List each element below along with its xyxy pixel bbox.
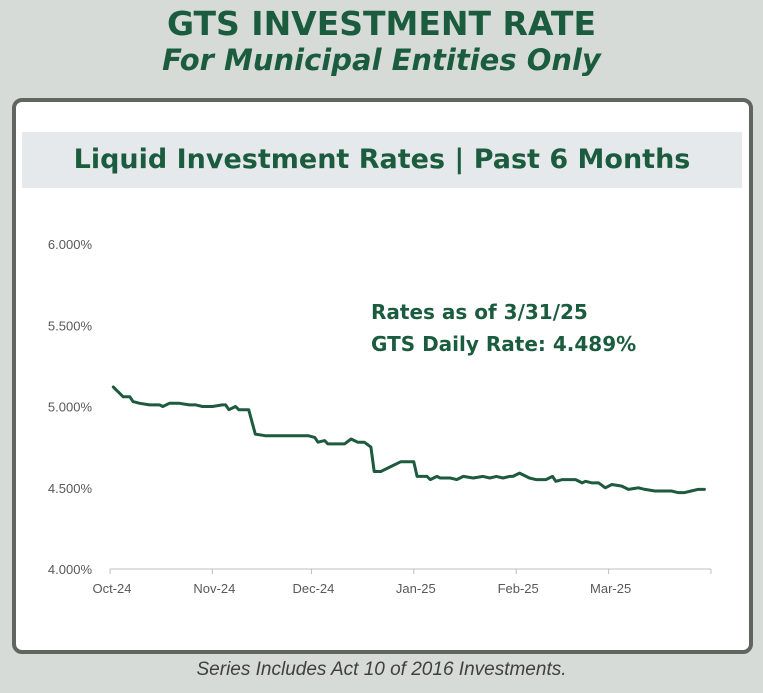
- header: GTS INVESTMENT RATE For Municipal Entiti…: [0, 0, 763, 78]
- chart-card: Liquid Investment Rates | Past 6 Months …: [12, 98, 753, 654]
- y-tick-label: 5.500%: [48, 318, 93, 333]
- series-line-gts-daily-rate: [111, 385, 706, 495]
- x-tick-label: Nov-24: [193, 581, 235, 596]
- footer-note: Series Includes Act 10 of 2016 Investmen…: [196, 659, 567, 680]
- chart-title: Liquid Investment Rates | Past 6 Months: [73, 144, 691, 175]
- y-tick-label: 4.500%: [48, 481, 93, 496]
- y-tick-label: 5.000%: [48, 400, 93, 415]
- chart-title-band: Liquid Investment Rates | Past 6 Months: [22, 132, 742, 188]
- y-tick-label: 6.000%: [48, 237, 93, 252]
- annotation-date: Rates as of 3/31/25: [371, 300, 588, 324]
- x-tick-label: Oct-24: [92, 581, 131, 596]
- line-chart: 4.000% 4.500% 5.000% 5.500% 6.000% Oct-24 Nov-…: [48, 237, 712, 596]
- y-tick-label: 4.000%: [48, 562, 93, 577]
- x-tick-label: Jan-25: [396, 581, 436, 596]
- annotation-rate: GTS Daily Rate: 4.489%: [371, 332, 636, 356]
- x-tick-label: Dec-24: [292, 581, 334, 596]
- x-tick-label: Mar-25: [590, 581, 631, 596]
- page-subtitle: For Municipal Entities Only: [162, 43, 601, 77]
- page-title: GTS INVESTMENT RATE: [167, 4, 596, 43]
- x-tick-label: Feb-25: [498, 581, 539, 596]
